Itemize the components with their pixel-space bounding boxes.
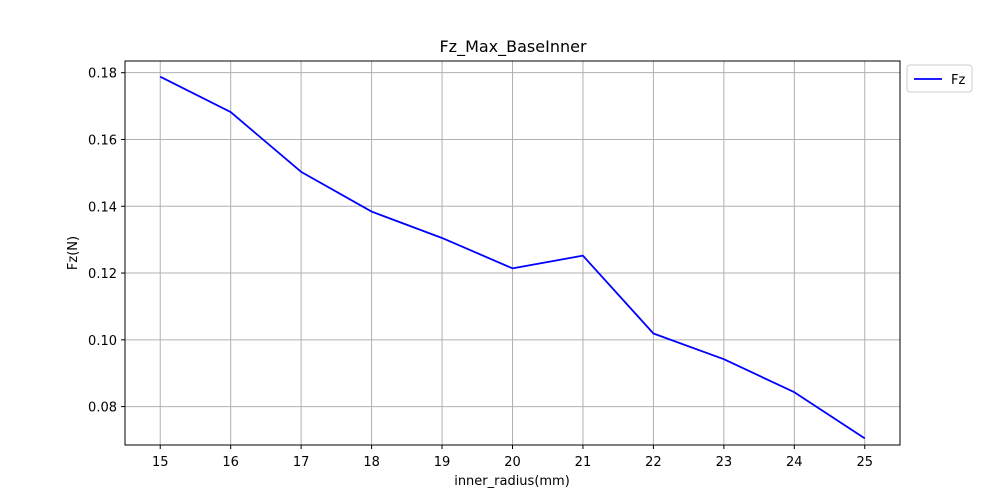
x-tick-label: 18 (363, 455, 380, 470)
x-axis-label: inner_radius(mm) (454, 474, 570, 489)
data-point (160, 76, 161, 77)
data-point (371, 211, 372, 212)
series-line-fz (159, 75, 866, 440)
x-axis: 15 16 17 18 19 20 21 22 23 24 25 (152, 445, 873, 470)
data-point (442, 237, 443, 238)
series-layer (159, 75, 866, 440)
data-point (864, 438, 865, 439)
data-point (582, 255, 583, 256)
chart-title: Fz_Max_BaseInner (439, 37, 586, 57)
x-tick-label: 22 (645, 455, 662, 470)
y-tick-label: 0.14 (88, 200, 117, 215)
x-tick-label: 20 (504, 455, 521, 470)
data-point (723, 359, 724, 360)
x-tick-label: 21 (575, 455, 592, 470)
x-tick-label: 24 (786, 455, 803, 470)
x-tick-label: 25 (856, 455, 873, 470)
y-tick-label: 0.08 (88, 401, 117, 416)
data-point (794, 392, 795, 393)
y-tick-label: 0.12 (88, 267, 117, 282)
data-point (230, 112, 231, 113)
y-axis: 0.08 0.10 0.12 0.14 0.16 0.18 (88, 67, 125, 416)
data-point (512, 268, 513, 269)
y-tick-label: 0.16 (88, 133, 117, 148)
x-tick-label: 17 (293, 455, 310, 470)
legend: Fz (906, 64, 973, 93)
x-tick-label: 15 (152, 455, 169, 470)
x-tick-label: 16 (222, 455, 239, 470)
x-tick-label: 23 (716, 455, 733, 470)
y-tick-label: 0.18 (88, 67, 117, 82)
data-point (301, 171, 302, 172)
grid-lines (125, 61, 900, 445)
data-point (653, 333, 654, 334)
legend-label: Fz (951, 73, 965, 88)
y-axis-label: Fz(N) (66, 236, 81, 270)
x-tick-label: 19 (434, 455, 451, 470)
y-tick-label: 0.10 (88, 334, 117, 349)
